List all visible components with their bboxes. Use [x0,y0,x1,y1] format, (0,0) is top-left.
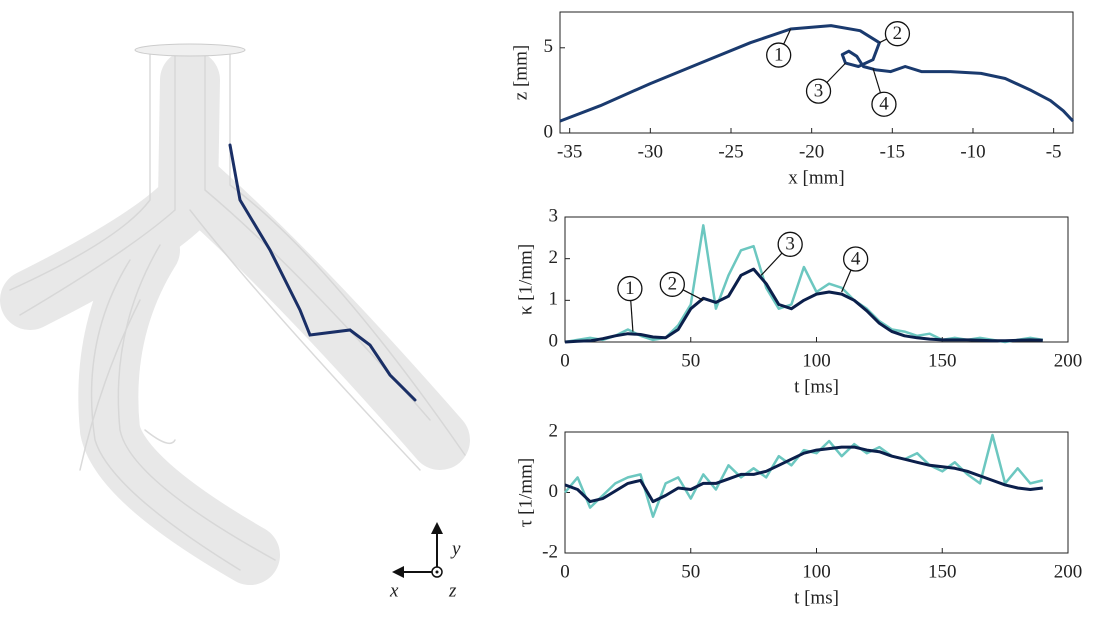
annotation-label: 2 [668,274,678,295]
annotation-circle [617,275,643,302]
annotation-label: 2 [893,23,903,44]
x-tick-label: 0 [560,561,570,582]
x-arrowhead [392,566,404,578]
data-line [559,24,1075,123]
annotation-circle [843,246,869,272]
annotation-label: 1 [774,44,784,65]
annotation-label: 3 [814,80,824,101]
x-tick-label: -15 [880,141,905,162]
x-tick-label: 200 [1054,350,1083,371]
annotation-label: 1 [625,278,635,299]
y-tick-label: 2 [549,247,559,268]
x-axis-label: x [mm] [788,167,844,188]
y-label: y [450,538,461,559]
x-tick-label: 50 [681,561,700,582]
x-tick-label: 150 [928,561,957,582]
y-axis-label: τ [1/mm] [515,458,536,527]
x-tick-label: 100 [802,350,831,371]
x-tick-label: 150 [928,350,957,371]
x-tick-label: -35 [557,141,582,162]
data-line [564,267,1043,344]
x-tick-label: -25 [718,141,743,162]
y-tick-label: 3 [549,205,559,226]
axis-indicator: x y z [389,522,461,601]
y-arrowhead [431,522,443,534]
y-tick-label: 5 [544,36,554,57]
y-axis-label: κ [1/mm] [515,244,536,315]
z-dot [435,570,439,574]
x-tick-label: -30 [638,141,663,162]
x-tick-label: 50 [681,350,700,371]
y-tick-label: 2 [549,420,559,441]
x-tick-label: -10 [960,141,985,162]
annotation-circle [777,231,803,257]
x-tick-label: 0 [560,350,570,371]
x-axis-label: t [ms] [794,587,839,608]
vessel-illustration [0,43,470,585]
annotation-circle [805,78,832,104]
y-tick-label: 0 [544,121,554,142]
y-tick-label: 1 [549,289,559,310]
z-label: z [448,580,457,601]
x-axis-label: t [ms] [794,376,839,397]
plot-frame [564,216,1069,343]
annotation-label: 4 [879,94,889,115]
annotation-circle [871,91,897,117]
x-tick-label: 200 [1054,561,1083,582]
annotation-circle [659,271,685,297]
x-label: x [389,580,399,601]
x-tick-label: 100 [802,561,831,582]
y-axis-label: z [mm] [510,45,531,100]
data-line [564,433,1044,518]
y-tick-label: 0 [549,481,559,502]
x-tick-label: -20 [799,141,824,162]
data-line [564,445,1043,504]
plot-frame [559,11,1074,134]
x-tick-label: -5 [1046,141,1062,162]
annotation-label: 3 [785,234,795,255]
annotation-circle [884,21,911,47]
y-tick-label: 0 [549,330,559,351]
annotation-label: 4 [851,248,861,269]
annotation-circle [766,42,792,68]
y-tick-label: -2 [542,541,558,562]
